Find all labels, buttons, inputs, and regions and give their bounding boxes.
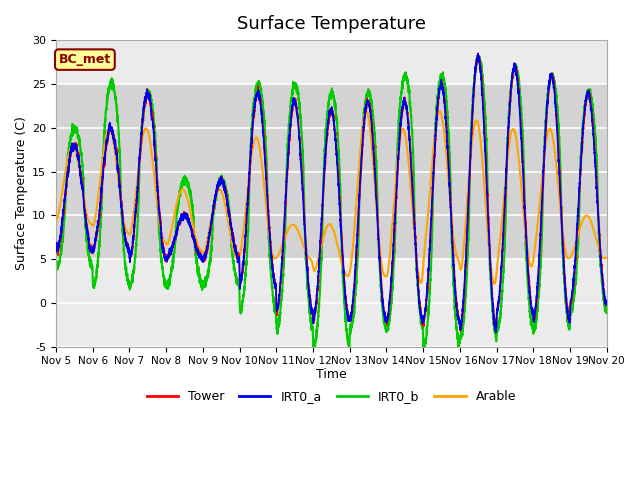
IRT0_b: [311, 344, 319, 349]
Text: BC_met: BC_met: [59, 53, 111, 66]
Title: Surface Temperature: Surface Temperature: [237, 15, 426, 33]
Tower: [492, 328, 500, 334]
Tower: [151, 145, 159, 151]
Arable: [424, 210, 432, 216]
Legend: Tower, IRT0_a, IRT0_b, Arable: Tower, IRT0_a, IRT0_b, Arable: [141, 385, 521, 408]
IRT0_a: [474, 50, 482, 56]
Line: Arable: Arable: [56, 111, 607, 284]
Tower: [52, 241, 60, 247]
Arable: [602, 255, 610, 261]
Line: Tower: Tower: [56, 55, 607, 331]
X-axis label: Time: Time: [316, 368, 347, 381]
Arable: [52, 217, 60, 223]
Arable: [436, 108, 444, 114]
IRT0_b: [602, 310, 610, 316]
IRT0_b: [486, 265, 494, 271]
Tower: [486, 247, 494, 253]
Line: IRT0_a: IRT0_a: [56, 53, 607, 333]
IRT0_a: [602, 300, 610, 306]
IRT0_a: [52, 246, 60, 252]
Tower: [474, 52, 482, 58]
Tower: [424, 275, 432, 281]
IRT0_a: [486, 255, 494, 261]
IRT0_a: [311, 311, 319, 316]
IRT0_a: [455, 319, 463, 324]
IRT0_b: [52, 266, 60, 272]
IRT0_b: [455, 340, 463, 346]
Arable: [311, 268, 319, 274]
IRT0_a: [492, 330, 500, 336]
IRT0_b: [474, 53, 481, 59]
IRT0_a: [603, 301, 611, 307]
Arable: [486, 256, 494, 262]
Tower: [603, 298, 611, 304]
Arable: [603, 254, 611, 260]
Tower: [455, 317, 463, 323]
Bar: [56, 84, 607, 259]
Tower: [602, 300, 610, 305]
IRT0_b: [603, 306, 611, 312]
IRT0_b: [424, 313, 432, 319]
Arable: [491, 281, 499, 287]
Y-axis label: Surface Temperature (C): Surface Temperature (C): [15, 117, 28, 270]
IRT0_b: [420, 346, 428, 352]
Arable: [151, 180, 159, 185]
Arable: [455, 258, 463, 264]
IRT0_b: [151, 133, 159, 139]
IRT0_a: [424, 270, 432, 276]
IRT0_a: [151, 150, 159, 156]
Tower: [311, 312, 319, 318]
Line: IRT0_b: IRT0_b: [56, 56, 607, 349]
